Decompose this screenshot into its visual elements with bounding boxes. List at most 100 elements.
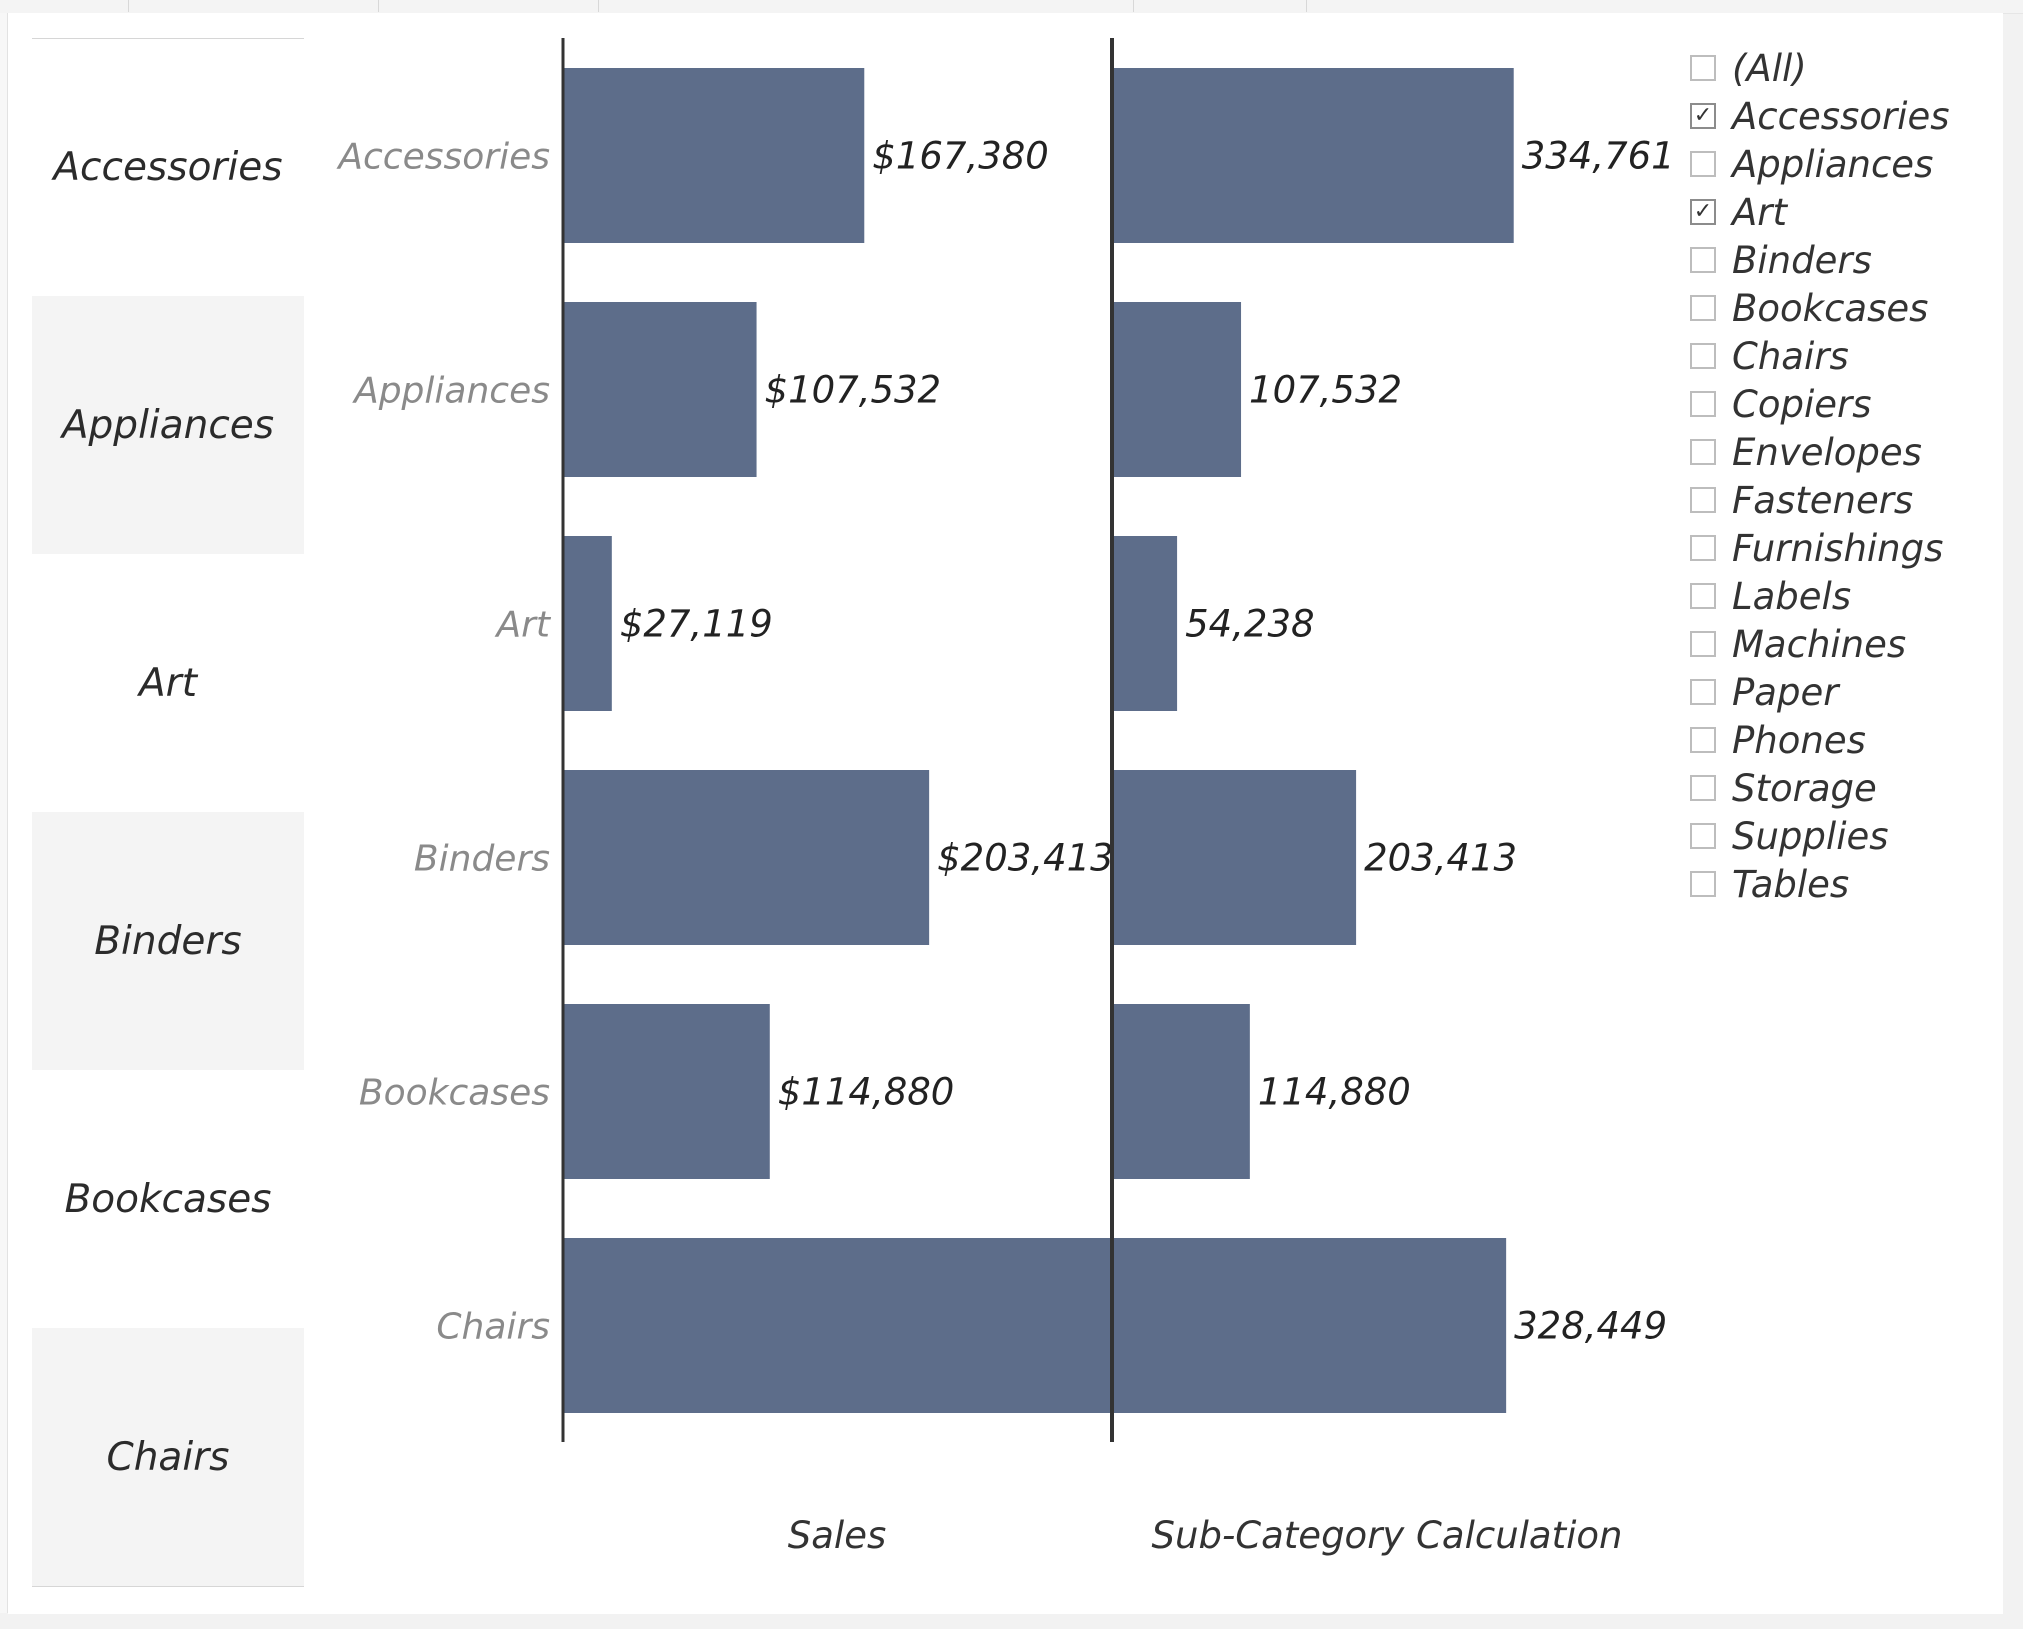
left-gutter <box>0 13 8 1613</box>
bar-sales-chairs[interactable] <box>563 1238 1155 1413</box>
category-label-accessories: Accessories <box>336 137 550 178</box>
filter-item-machines[interactable]: Machines <box>1690 620 2010 668</box>
checkbox-icon[interactable] <box>1690 631 1716 657</box>
toolbar-divider <box>378 0 379 12</box>
filter-item-label: Tables <box>1732 862 1850 906</box>
filter-item-label: Envelopes <box>1732 430 1922 474</box>
row-header-binders[interactable]: Binders <box>32 812 304 1070</box>
filter-item-label: Art <box>1732 190 1788 234</box>
checkbox-icon[interactable] <box>1690 343 1716 369</box>
bar-sales-appliances[interactable] <box>563 302 757 477</box>
checkbox-icon[interactable] <box>1690 439 1716 465</box>
row-header-panel: Accessories Appliances Art Binders Bookcases… <box>32 38 304 1588</box>
filter-item-label: Copiers <box>1732 382 1872 426</box>
filter-item-supplies[interactable]: Supplies <box>1690 812 2010 860</box>
checkbox-checked-icon[interactable]: ✓ <box>1690 199 1716 225</box>
checkbox-icon[interactable] <box>1690 823 1716 849</box>
bar-sales-accessories[interactable] <box>563 68 865 243</box>
data-label-calc-appliances: 107,532 <box>1249 369 1402 412</box>
filter-item-binders[interactable]: Binders <box>1690 236 2010 284</box>
checkbox-icon[interactable] <box>1690 679 1716 705</box>
category-label-appliances: Appliances <box>352 371 550 412</box>
filter-item-storage[interactable]: Storage <box>1690 764 2010 812</box>
filter-item-label: Fasteners <box>1732 478 1914 522</box>
filter-item-label: Paper <box>1732 670 1839 714</box>
checkbox-icon[interactable] <box>1690 487 1716 513</box>
filter-item-paper[interactable]: Paper <box>1690 668 2010 716</box>
bar-calc-art[interactable] <box>1112 536 1178 711</box>
filter-item-label: Labels <box>1732 574 1852 618</box>
filter-item-label: Appliances <box>1732 142 1934 186</box>
bar-sales-binders[interactable] <box>563 770 930 945</box>
filter-item-fasteners[interactable]: Fasteners <box>1690 476 2010 524</box>
toolbar-divider <box>1133 0 1134 12</box>
filter-item-labels[interactable]: Labels <box>1690 572 2010 620</box>
toolbar-divider <box>1306 0 1307 12</box>
filter-item-bookcases[interactable]: Bookcases <box>1690 284 2010 332</box>
checkbox-icon[interactable] <box>1690 775 1716 801</box>
row-header-chairs[interactable]: Chairs <box>32 1328 304 1586</box>
checkbox-icon[interactable] <box>1690 55 1716 81</box>
checkbox-icon[interactable] <box>1690 583 1716 609</box>
checkbox-icon[interactable] <box>1690 727 1716 753</box>
sub-category-filter: (All) ✓ Accessories Appliances ✓ Art Binders Bo… <box>1690 44 2010 908</box>
filter-item-chairs[interactable]: Chairs <box>1690 332 2010 380</box>
data-label-calc-binders: 203,413 <box>1364 837 1517 880</box>
category-label-art: Art <box>494 605 551 646</box>
row-header-accessories[interactable]: Accessories <box>53 144 283 190</box>
checkbox-icon[interactable] <box>1690 535 1716 561</box>
row-header-appliances[interactable]: Appliances <box>32 296 304 554</box>
filter-item-art[interactable]: ✓ Art <box>1690 188 2010 236</box>
filter-item-label: Binders <box>1732 238 1872 282</box>
filter-item-appliances[interactable]: Appliances <box>1690 140 2010 188</box>
row-divider <box>32 38 304 39</box>
data-label-sales-binders: $203,413 <box>937 837 1114 880</box>
row-header-bookcases[interactable]: Bookcases <box>64 1176 272 1222</box>
filter-item-label: (All) <box>1732 46 1807 90</box>
filter-item-label: Machines <box>1732 622 1907 666</box>
bar-sales-art[interactable] <box>563 536 612 711</box>
data-label-calc-accessories: 334,761 <box>1522 135 1675 178</box>
row-divider <box>32 1586 304 1587</box>
toolbar-divider <box>598 0 599 12</box>
filter-item-label: Storage <box>1732 766 1877 810</box>
checkbox-checked-icon[interactable]: ✓ <box>1690 103 1716 129</box>
data-label-calc-art: 54,238 <box>1185 603 1314 646</box>
filter-item-label: Accessories <box>1732 94 1950 138</box>
bar-calc-binders[interactable] <box>1112 770 1357 945</box>
filter-item-label: Supplies <box>1732 814 1889 858</box>
bar-calc-bookcases[interactable] <box>1112 1004 1250 1179</box>
checkbox-icon[interactable] <box>1690 871 1716 897</box>
category-label-chairs: Chairs <box>436 1307 550 1348</box>
filter-item-envelopes[interactable]: Envelopes <box>1690 428 2010 476</box>
checkbox-icon[interactable] <box>1690 391 1716 417</box>
filter-item-label: Phones <box>1732 718 1866 762</box>
filter-item-furnishings[interactable]: Furnishings <box>1690 524 2010 572</box>
data-label-calc-bookcases: 114,880 <box>1258 1071 1411 1114</box>
filter-item-tables[interactable]: Tables <box>1690 860 2010 908</box>
checkbox-icon[interactable] <box>1690 151 1716 177</box>
category-label-binders: Binders <box>414 839 550 880</box>
filter-item-label: Bookcases <box>1732 286 1929 330</box>
checkbox-icon[interactable] <box>1690 295 1716 321</box>
bar-calc-appliances[interactable] <box>1112 302 1242 477</box>
category-label-bookcases: Bookcases <box>359 1073 550 1114</box>
data-label-sales-appliances: $107,532 <box>765 369 942 412</box>
data-label-sales-art: $27,119 <box>620 603 773 646</box>
filter-item-accessories[interactable]: ✓ Accessories <box>1690 92 2010 140</box>
filter-item-all[interactable]: (All) <box>1690 44 2010 92</box>
filter-item-label: Chairs <box>1732 334 1849 378</box>
bar-sales-bookcases[interactable] <box>563 1004 770 1179</box>
row-header-art[interactable]: Art <box>138 660 197 706</box>
checkbox-icon[interactable] <box>1690 247 1716 273</box>
filter-item-copiers[interactable]: Copiers <box>1690 380 2010 428</box>
axis-title-sub-category-calculation: Sub-Category Calculation <box>1152 1514 1623 1557</box>
data-label-calc-chairs: 328,449 <box>1514 1305 1667 1348</box>
filter-item-phones[interactable]: Phones <box>1690 716 2010 764</box>
bar-calc-accessories[interactable] <box>1112 68 1514 243</box>
filter-item-label: Furnishings <box>1732 526 1944 570</box>
data-label-sales-bookcases: $114,880 <box>778 1071 955 1114</box>
bar-calc-chairs[interactable] <box>1112 1238 1507 1413</box>
data-label-sales-accessories: $167,380 <box>872 135 1049 178</box>
